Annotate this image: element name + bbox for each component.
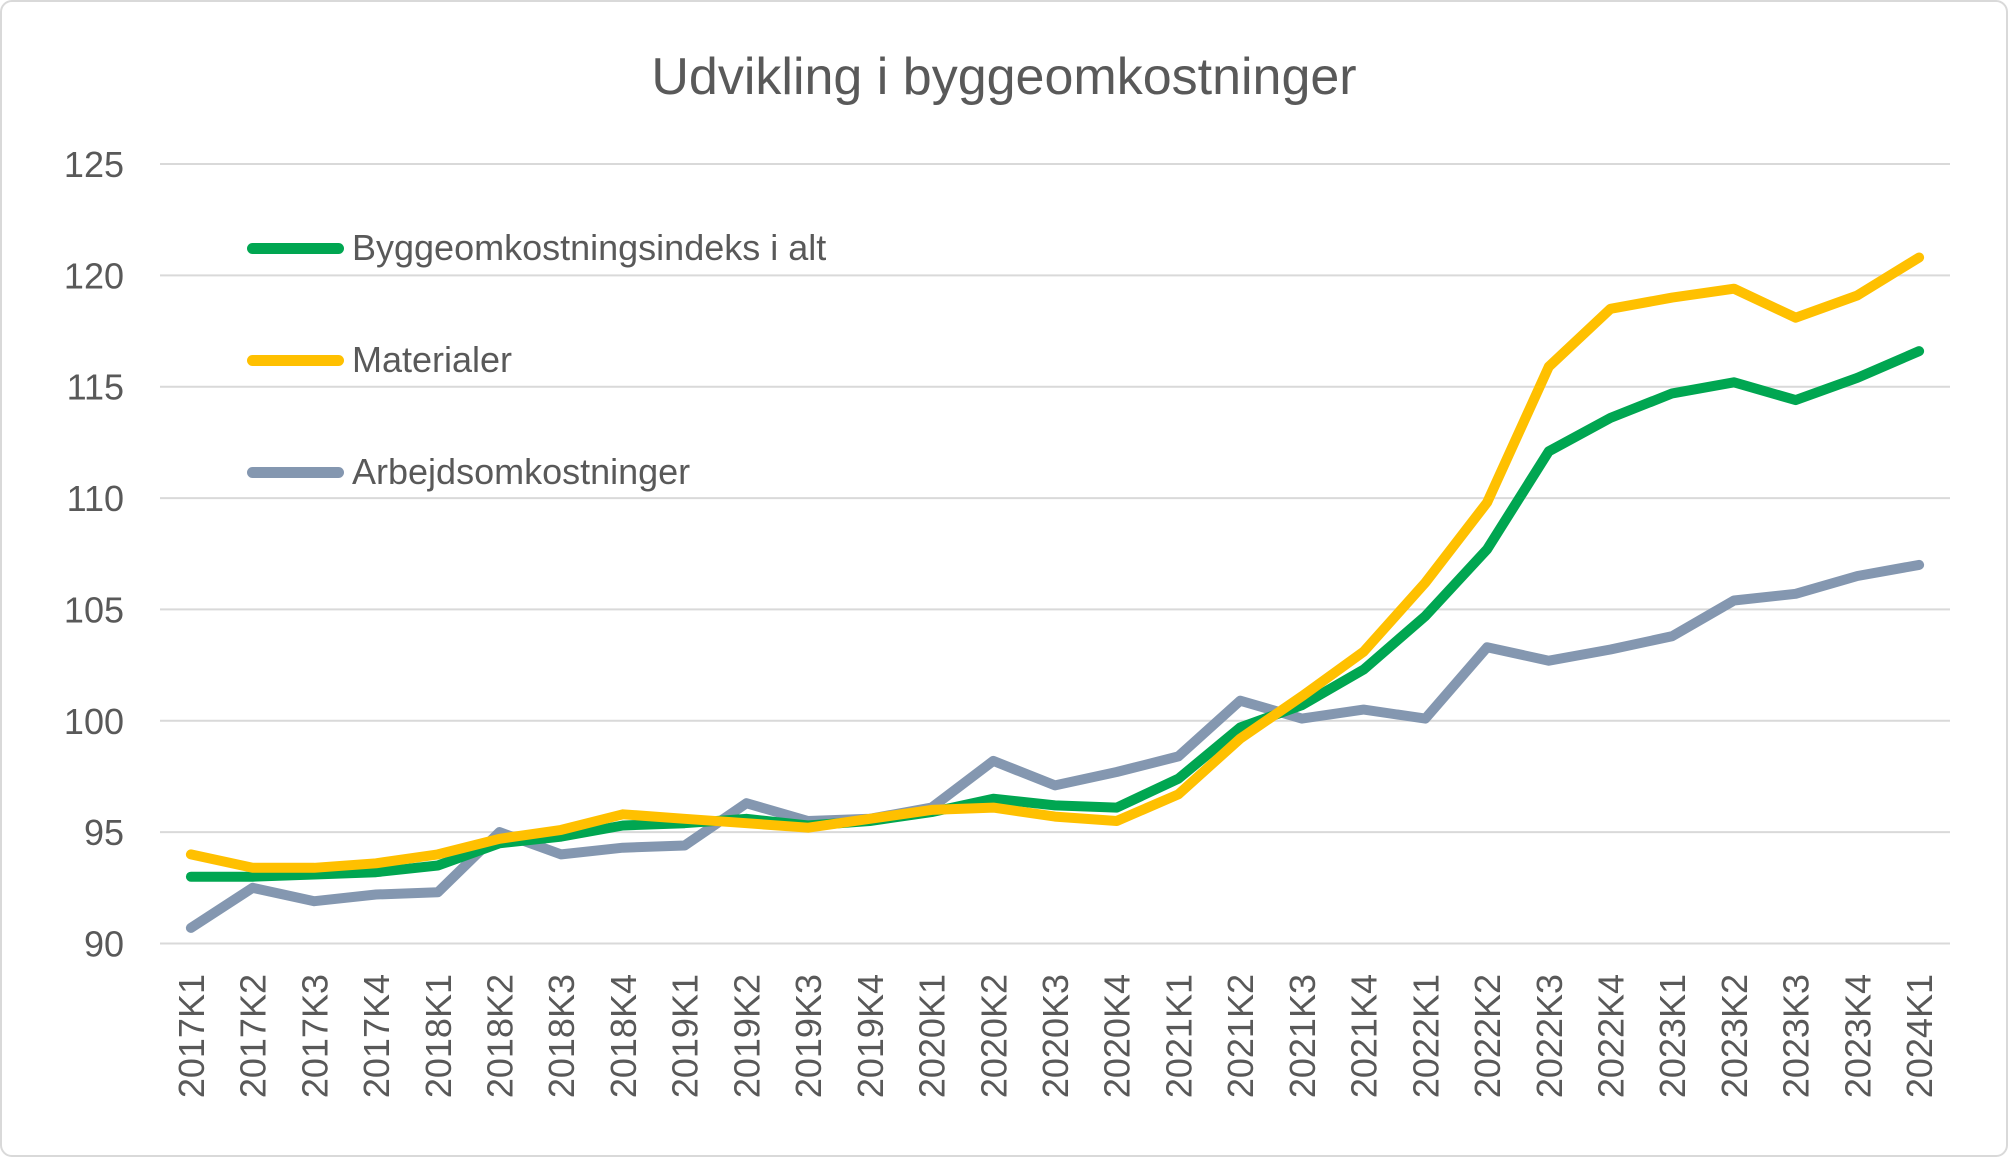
chart-title: Udvikling i byggeomkostninger xyxy=(651,48,1357,106)
x-axis-tick-label: 2017K3 xyxy=(294,974,335,1098)
x-axis-tick-label: 2023K3 xyxy=(1776,974,1817,1098)
x-axis-tick-label: 2020K1 xyxy=(912,974,953,1098)
x-axis-tick-label: 2021K4 xyxy=(1344,974,1385,1098)
x-axis-tick-label: 2021K3 xyxy=(1282,974,1323,1098)
x-axis-tick-label: 2023K1 xyxy=(1652,974,1693,1098)
y-axis-tick-label: 120 xyxy=(64,255,124,296)
series-line-materialer xyxy=(185,252,1925,873)
series-line-byggeomkostningsindeks-i-alt xyxy=(185,346,1925,882)
x-axis-tick-label: 2020K4 xyxy=(1097,974,1138,1098)
x-axis-tick-label: 2023K4 xyxy=(1837,974,1878,1098)
x-axis-tick-label: 2019K4 xyxy=(850,974,891,1098)
x-axis-tick-label: 2018K3 xyxy=(541,974,582,1098)
x-axis-tick-label: 2023K2 xyxy=(1714,974,1755,1098)
x-axis-tick-label: 2020K2 xyxy=(973,974,1014,1098)
x-axis-tick-label: 2018K4 xyxy=(603,974,644,1098)
x-axis-tick-label: 2017K2 xyxy=(233,974,274,1098)
y-axis-tick-label: 100 xyxy=(64,701,124,742)
y-axis-tick-label: 105 xyxy=(64,589,124,630)
x-axis-tick-label: 2017K4 xyxy=(356,974,397,1098)
x-axis-tick-label: 2022K2 xyxy=(1467,974,1508,1098)
y-axis-tick-label: 125 xyxy=(64,144,124,185)
y-axis-tick-label: 90 xyxy=(84,924,124,965)
y-axis-tick-label: 95 xyxy=(84,812,124,853)
x-axis-tick-label: 2019K3 xyxy=(788,974,829,1098)
x-axis-tick-label: 2017K1 xyxy=(171,974,212,1098)
x-axis-tick-label: 2022K4 xyxy=(1591,974,1632,1098)
x-axis-tick-label: 2021K2 xyxy=(1220,974,1261,1098)
series-line-arbejdsomkostninger xyxy=(185,559,1925,933)
x-axis-tick-label: 2021K1 xyxy=(1158,974,1199,1098)
y-axis-tick-label: 110 xyxy=(67,478,124,519)
x-axis-tick-label: 2018K2 xyxy=(480,974,521,1098)
x-axis-tick-label: 2018K1 xyxy=(418,974,459,1098)
x-axis-tick-label: 2019K1 xyxy=(665,974,706,1098)
x-axis-tick-label: 2022K3 xyxy=(1529,974,1570,1098)
x-axis-tick-label: 2022K1 xyxy=(1405,974,1446,1098)
x-axis-tick-label: 2024K1 xyxy=(1899,974,1940,1098)
x-axis-tick-label: 2020K3 xyxy=(1035,974,1076,1098)
y-axis-tick-label: 115 xyxy=(67,367,124,408)
x-axis-tick-label: 2019K2 xyxy=(726,974,767,1098)
